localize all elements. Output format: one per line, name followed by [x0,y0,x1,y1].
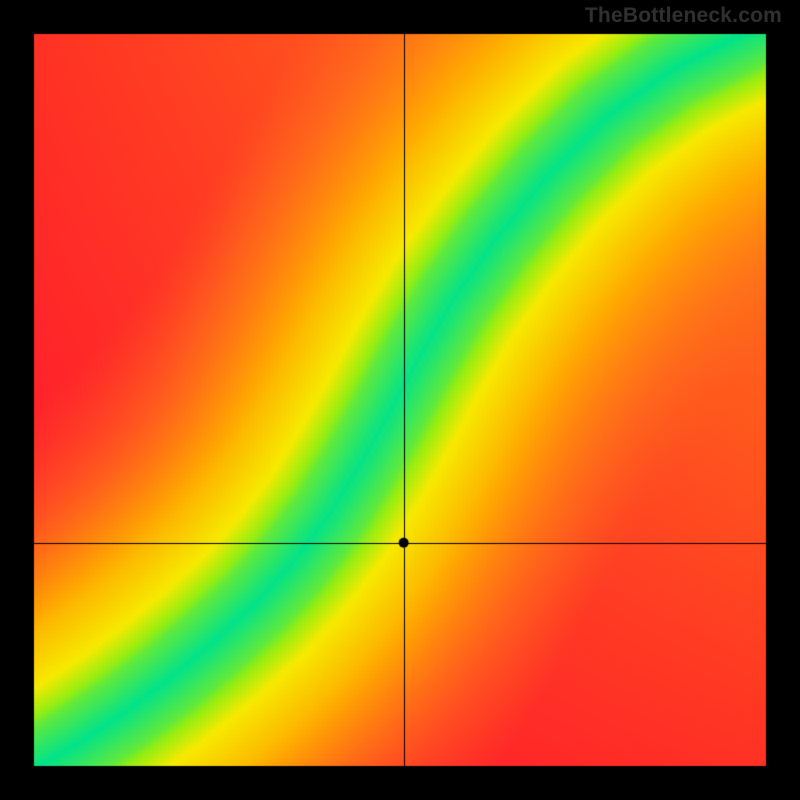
bottleneck-heatmap [0,0,800,800]
attribution-text: TheBottleneck.com [585,4,782,28]
chart-container: TheBottleneck.com [0,0,800,800]
